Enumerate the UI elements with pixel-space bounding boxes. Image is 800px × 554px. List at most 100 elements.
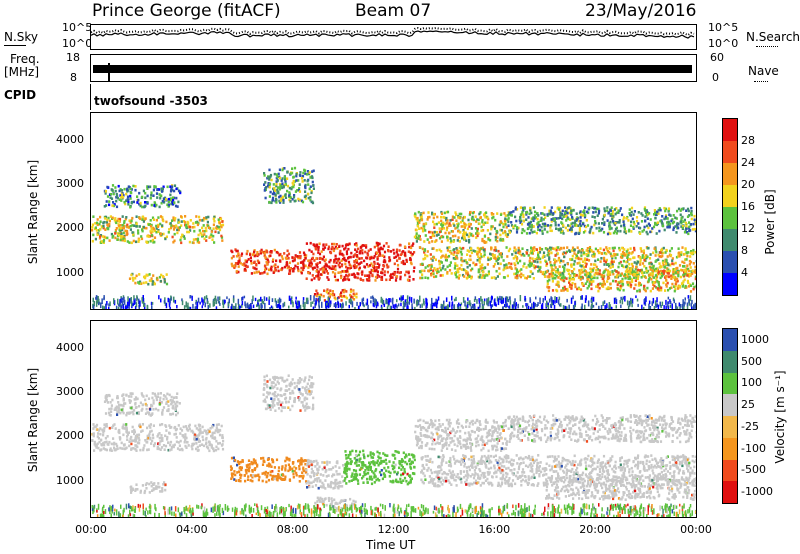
scatter-cell [580,224,583,228]
scatter-cell [662,251,665,255]
scatter-cell [105,440,108,444]
scatter-cell [681,225,685,228]
scatter-cell [603,207,606,210]
nsky-legend-line [4,45,26,46]
scatter-cell [277,172,280,176]
scatter-cell [137,198,140,202]
scatter-cell [138,216,141,220]
scatter-cell [603,221,606,224]
scatter-cell [97,296,99,300]
scatter-cell [568,276,571,280]
scatter-cell [409,251,412,254]
scatter-cell [420,226,423,230]
scatter-cell [105,305,107,310]
scatter-cell [283,265,286,269]
scatter-cell [566,289,569,292]
scatter-cell [533,214,537,217]
scatter-cell [547,253,551,256]
scatter-cell [355,242,358,245]
scatter-cell [330,300,332,305]
scatter-cell [144,191,147,195]
scatter-cell [355,255,358,258]
scatter-region [103,184,182,209]
scatter-cell [104,424,107,428]
scatter-cell [423,269,426,273]
scatter-cell [576,262,579,265]
scatter-cell [643,306,645,311]
scatter-cell [598,269,601,272]
scatter-cell [620,272,623,275]
nsky-trace [90,26,695,39]
scatter-cell [193,229,196,233]
scatter-cell [603,213,606,217]
scatter-cell [389,274,392,278]
scatter-cell [445,305,447,310]
scatter-cell [353,243,357,246]
scatter-cell [571,216,574,219]
scatter-cell [273,190,276,194]
scatter-cell [638,282,641,285]
scatter-cell [455,219,458,222]
scatter-cell [436,215,439,219]
scatter-cell [603,263,606,266]
scatter-cell [578,229,581,232]
scatter-cell [489,252,492,256]
scatter-cell [176,228,179,232]
scatter-cell [590,249,593,252]
scatter-cell [278,259,282,262]
scatter-cell [672,220,676,224]
scatter-cell [196,220,199,224]
scatter-cell [304,306,306,311]
scatter-cell [111,216,114,220]
scatter-cell [467,273,470,277]
scatter-cell [109,215,112,218]
scatter-cell [568,224,571,228]
scatter-cell [278,297,281,304]
scatter-cell [542,271,545,274]
scatter-cell [659,251,662,254]
scatter-cell [489,300,491,307]
scatter-cell [596,272,599,276]
scatter-cell [533,301,535,309]
scatter-cell [555,227,558,230]
scatter-cell [139,425,142,429]
scatter-cell [448,264,451,267]
scatter-cell [308,262,311,265]
scatter-cell [519,295,522,302]
scatter-cell [626,281,629,284]
scatter-cell [592,250,595,254]
scatter-cell [104,228,107,231]
scatter-cell [215,426,218,429]
scatter-cell [116,447,119,450]
scatter-cell [205,441,208,444]
scatter-cell [639,232,642,235]
scatter-cell [447,224,450,227]
scatter-cell [222,302,225,309]
scatter-cell [604,260,607,264]
scatter-cell [448,269,452,272]
scatter-cell [625,273,628,277]
scatter-cell [182,434,185,437]
scatter-cell [183,237,186,240]
scatter-cell [522,206,525,210]
scatter-cell [127,200,130,204]
scatter-cell [132,233,135,236]
scatter-cell [581,271,584,274]
scatter-cell [158,447,161,451]
scatter-cell [650,262,653,266]
scatter-cell [146,437,149,441]
scatter-region [413,210,510,244]
scatter-cell [556,268,559,271]
scatter-cell [349,288,353,292]
scatter-cell [502,231,505,235]
scatter-cell [275,184,278,188]
scatter-cell [405,270,408,274]
scatter-cell [476,229,479,233]
scatter-cell [441,255,444,258]
scatter-cell [629,224,633,227]
scatter-cell [562,279,565,282]
scatter-cell [189,219,192,222]
scatter-cell [125,231,129,234]
scatter-cell [348,298,351,303]
scatter-cell [375,299,377,306]
